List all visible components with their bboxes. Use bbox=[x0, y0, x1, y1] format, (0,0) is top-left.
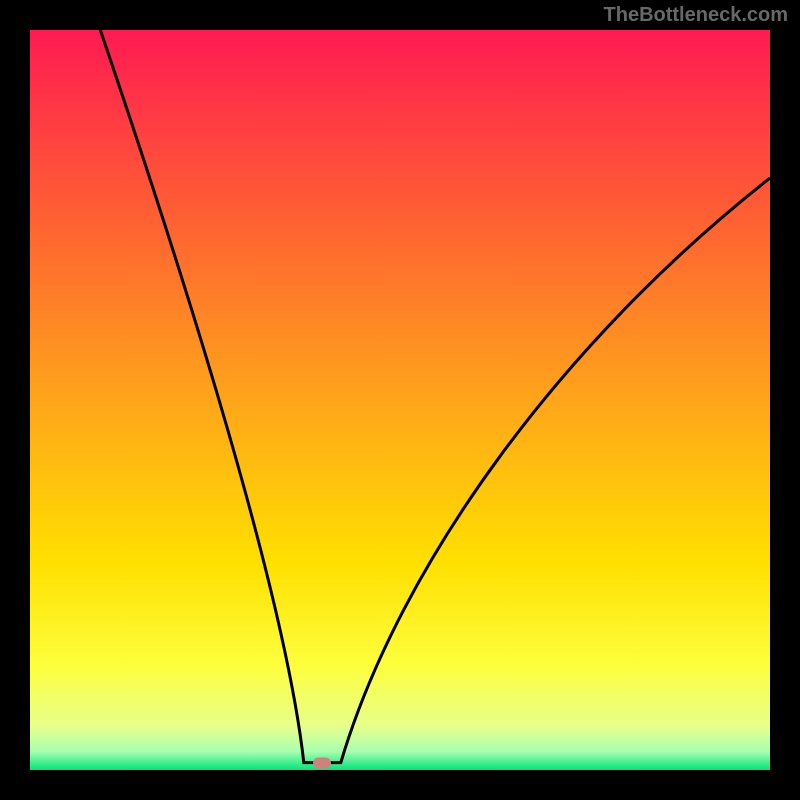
chart-plot-area bbox=[30, 30, 770, 770]
optimum-marker bbox=[313, 757, 331, 768]
bottleneck-curve bbox=[30, 30, 770, 770]
watermark-text: TheBottleneck.com bbox=[604, 4, 788, 27]
